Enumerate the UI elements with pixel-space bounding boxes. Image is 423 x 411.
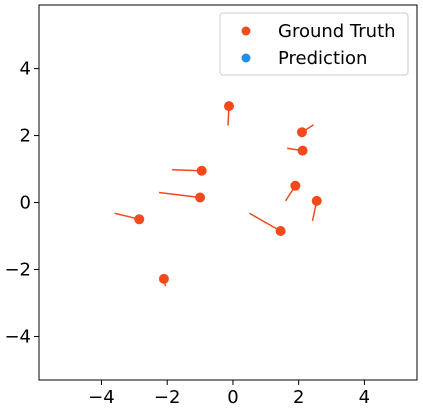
axes-frame: [38, 4, 418, 381]
ground-truth-point: [195, 192, 206, 203]
legend-marker-prediction: [241, 53, 251, 63]
ground-truth-point: [134, 214, 145, 225]
y-tick-label: 2: [20, 126, 31, 147]
x-tick-label: 4: [359, 387, 370, 408]
plot-area: [114, 101, 322, 287]
x-tick-label: −2: [154, 387, 181, 408]
legend-label-prediction: Prediction: [278, 48, 367, 69]
x-axis: −4 −2 0 2 4: [88, 380, 370, 408]
ground-truth-point: [296, 127, 307, 138]
y-axis: −4 −2 0 2 4: [4, 59, 39, 347]
ground-truth-point: [196, 165, 207, 176]
ground-truth-point: [158, 273, 169, 284]
x-tick-label: −4: [88, 387, 115, 408]
ground-truth-point: [275, 226, 286, 237]
y-tick-label: 4: [20, 59, 31, 80]
x-tick-label: 2: [293, 387, 304, 408]
ground-truth-point: [311, 195, 322, 206]
y-tick-label: 0: [20, 193, 31, 214]
y-tick-label: −2: [4, 260, 31, 281]
legend-marker-ground-truth: [241, 26, 251, 36]
legend-label-ground-truth: Ground Truth: [278, 21, 396, 42]
ground-truth-point: [290, 180, 301, 191]
y-tick-label: −4: [4, 326, 31, 347]
error-line: [248, 212, 281, 232]
x-tick-label: 0: [227, 387, 238, 408]
ground-truth-point: [297, 145, 308, 156]
legend: Ground Truth Prediction: [219, 12, 409, 76]
error-line: [158, 191, 201, 199]
ground-truth-point: [223, 101, 234, 112]
legend-box: [219, 12, 409, 76]
